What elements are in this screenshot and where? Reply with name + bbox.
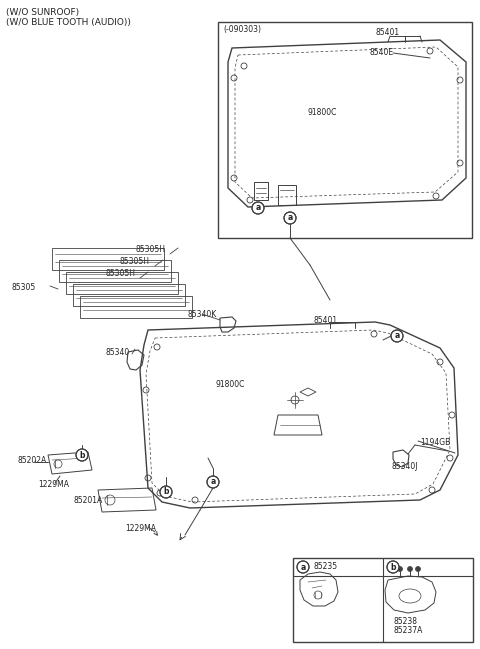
Bar (218, 22, 472, 238)
Circle shape (76, 449, 88, 461)
Text: 85202A: 85202A (18, 456, 47, 465)
Text: a: a (210, 478, 216, 487)
Text: 85237A: 85237A (393, 626, 422, 635)
Circle shape (387, 561, 399, 573)
Circle shape (391, 330, 403, 342)
Text: 85235: 85235 (313, 562, 337, 571)
Text: 8540E: 8540E (370, 48, 394, 57)
Circle shape (207, 476, 219, 488)
Text: (-090303): (-090303) (223, 25, 261, 34)
Circle shape (160, 486, 172, 498)
Text: a: a (288, 214, 293, 223)
Text: a: a (395, 332, 400, 341)
Text: b: b (79, 450, 85, 459)
Text: (W/O SUNROOF): (W/O SUNROOF) (6, 8, 79, 17)
Text: 1229MA: 1229MA (38, 480, 69, 489)
Text: a: a (255, 204, 261, 212)
Circle shape (416, 567, 420, 572)
Text: 1194GB: 1194GB (420, 438, 450, 447)
Text: 85201A: 85201A (73, 496, 102, 505)
Text: 85238: 85238 (393, 617, 417, 626)
Text: 85340K: 85340K (188, 310, 217, 319)
Bar (293, 558, 473, 642)
Text: 85305: 85305 (12, 283, 36, 292)
Text: 1229MA: 1229MA (125, 524, 156, 533)
Circle shape (284, 212, 296, 224)
Text: (W/O BLUE TOOTH (AUDIO)): (W/O BLUE TOOTH (AUDIO)) (6, 18, 131, 27)
Text: 85305H: 85305H (120, 257, 150, 266)
Text: 85305H: 85305H (105, 269, 135, 278)
Text: 85340: 85340 (105, 348, 129, 357)
Text: 91800C: 91800C (215, 380, 244, 389)
Text: a: a (300, 563, 306, 572)
Circle shape (297, 561, 309, 573)
Circle shape (408, 567, 412, 572)
Text: 85401: 85401 (313, 316, 337, 325)
Text: 91800C: 91800C (308, 108, 337, 117)
Circle shape (252, 202, 264, 214)
Text: b: b (390, 563, 396, 572)
Text: b: b (163, 487, 169, 496)
Circle shape (397, 567, 403, 572)
Text: 85305H: 85305H (135, 245, 165, 254)
Text: 85340J: 85340J (392, 462, 419, 471)
Text: 85401: 85401 (375, 28, 399, 37)
